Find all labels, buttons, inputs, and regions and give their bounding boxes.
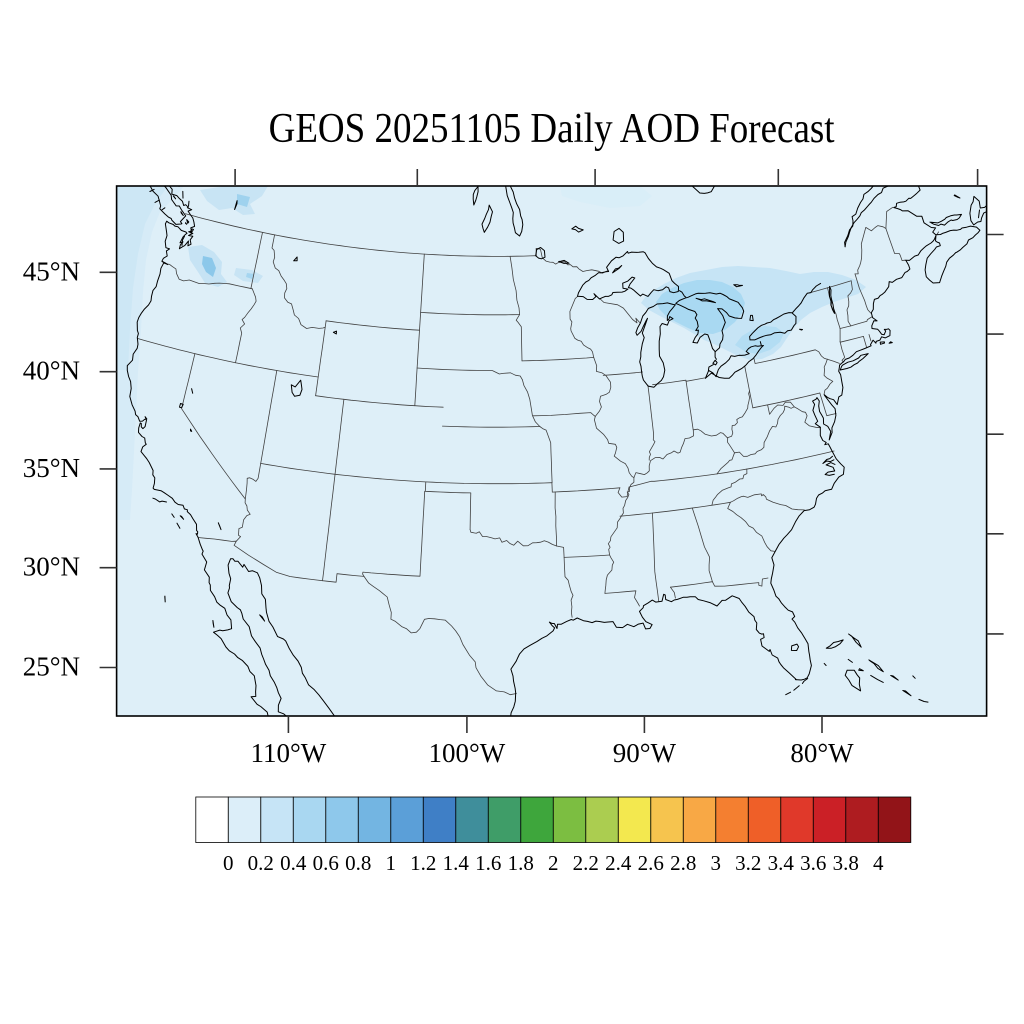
svg-text:25°N: 25°N (23, 652, 80, 682)
svg-text:1: 1 (386, 851, 397, 875)
svg-text:90°W: 90°W (613, 738, 677, 768)
svg-text:1.4: 1.4 (443, 851, 470, 875)
svg-text:3.6: 3.6 (800, 851, 826, 875)
svg-text:1.8: 1.8 (508, 851, 534, 875)
svg-text:3.8: 3.8 (833, 851, 859, 875)
svg-text:110°W: 110°W (251, 738, 327, 768)
svg-text:3: 3 (711, 851, 722, 875)
svg-text:0.6: 0.6 (313, 851, 339, 875)
svg-text:0.2: 0.2 (248, 851, 274, 875)
svg-text:4: 4 (873, 851, 884, 875)
svg-text:1.2: 1.2 (410, 851, 436, 875)
svg-text:40°N: 40°N (23, 356, 80, 386)
svg-text:2: 2 (548, 851, 559, 875)
svg-text:2.8: 2.8 (670, 851, 696, 875)
svg-text:100°W: 100°W (429, 738, 506, 768)
svg-text:80°W: 80°W (790, 738, 854, 768)
svg-text:2.2: 2.2 (573, 851, 599, 875)
svg-text:0: 0 (223, 851, 234, 875)
svg-text:30°N: 30°N (23, 552, 80, 582)
svg-text:1.6: 1.6 (475, 851, 501, 875)
svg-text:3.2: 3.2 (735, 851, 761, 875)
svg-text:35°N: 35°N (23, 453, 80, 483)
svg-text:3.4: 3.4 (768, 851, 795, 875)
svg-text:2.4: 2.4 (605, 851, 632, 875)
svg-text:GEOS 20251105 Daily AOD Foreca: GEOS 20251105 Daily AOD Forecast (269, 106, 835, 152)
svg-text:0.8: 0.8 (345, 851, 371, 875)
svg-text:2.6: 2.6 (638, 851, 664, 875)
svg-text:45°N: 45°N (23, 256, 80, 286)
svg-text:0.4: 0.4 (280, 851, 307, 875)
